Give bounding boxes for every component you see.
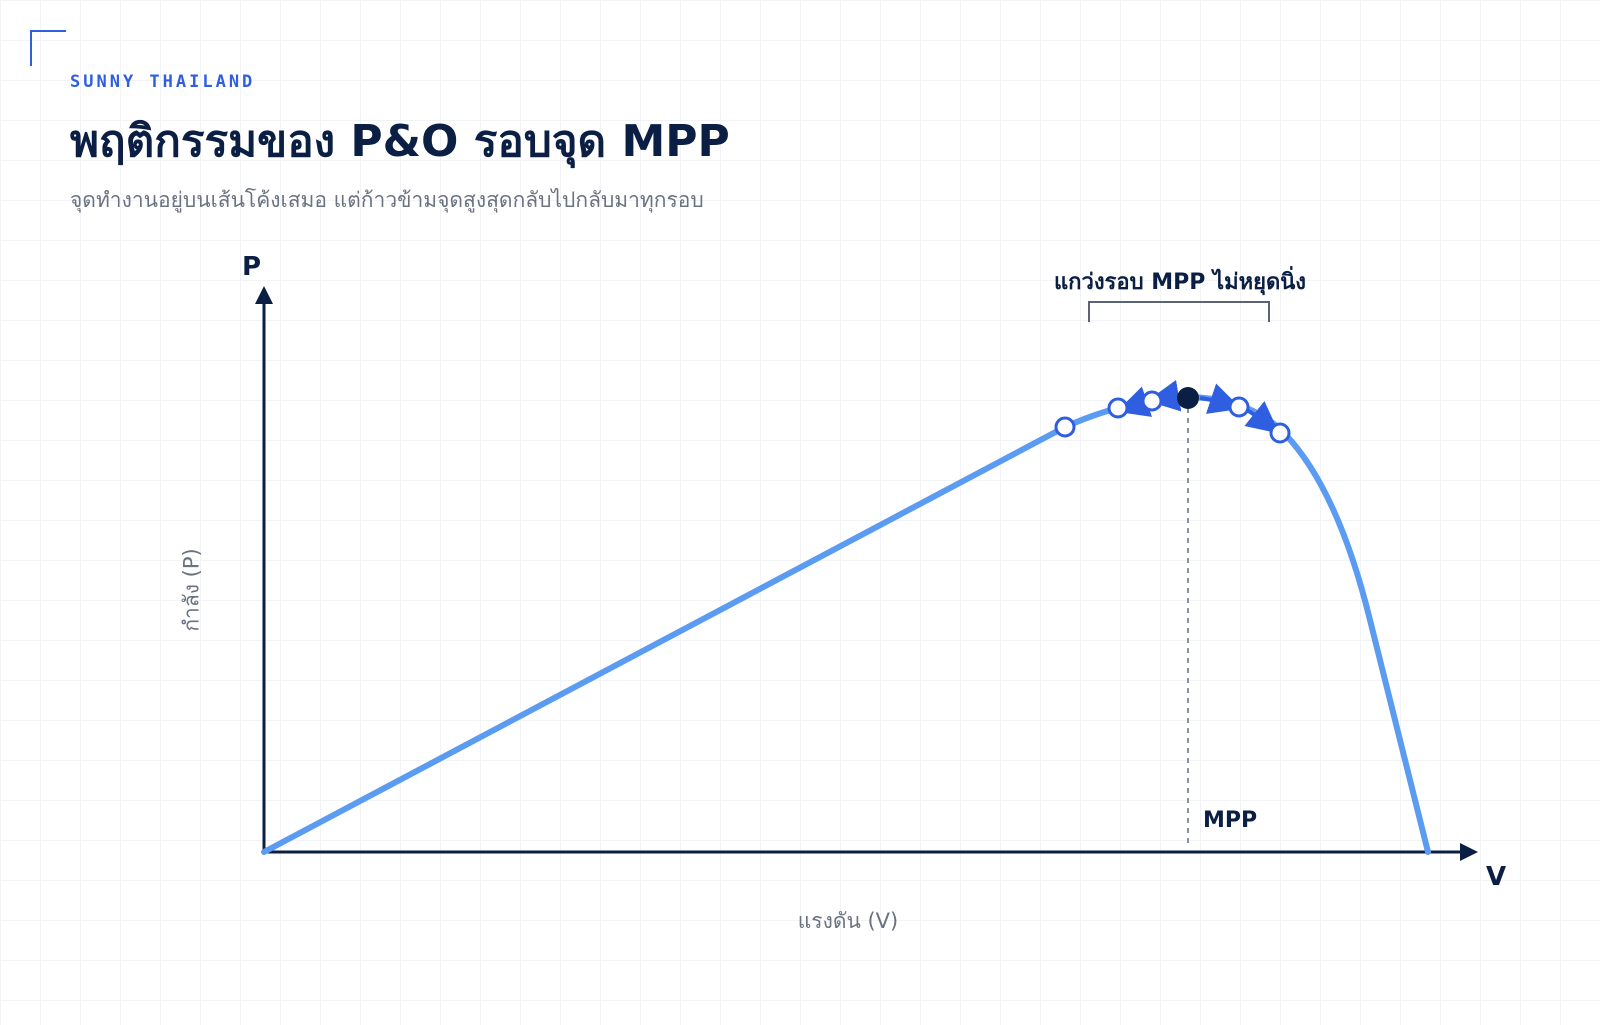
mpp-point [1177, 387, 1199, 409]
y-axis-label: กำลัง (P) [179, 548, 204, 632]
operating-point-1 [1054, 416, 1076, 438]
page-title: พฤติกรรมของ P&O รอบจุด MPP [70, 116, 730, 167]
x-axis-label: แรงดัน (V) [797, 909, 899, 933]
x-axis-arrowhead [1460, 843, 1478, 861]
x-axis-symbol: V [1486, 862, 1507, 892]
mpp-label: MPP [1203, 808, 1258, 833]
y-axis-symbol: P [242, 252, 262, 282]
corner-accent [30, 30, 66, 66]
operating-point-2 [1107, 397, 1129, 419]
step-arrow-right-1 [1199, 383, 1242, 414]
page-subtitle: จุดทำงานอยู่บนเส้นโค้งเสมอ แต่ก้าวข้ามจุ… [70, 188, 704, 212]
step-arrow-right-2 [1244, 401, 1280, 434]
pv-curve [261, 394, 1431, 855]
operating-point-4 [1228, 396, 1250, 418]
oscillation-bracket [1088, 301, 1270, 322]
operating-point-5 [1269, 422, 1291, 444]
operating-point-3 [1141, 390, 1163, 412]
oscillation-label: แกว่งรอบ MPP ไม่หยุดนิ่ง [1053, 270, 1307, 295]
y-axis-arrowhead [255, 286, 273, 304]
brand-label: SUNNY THAILAND [70, 72, 256, 92]
